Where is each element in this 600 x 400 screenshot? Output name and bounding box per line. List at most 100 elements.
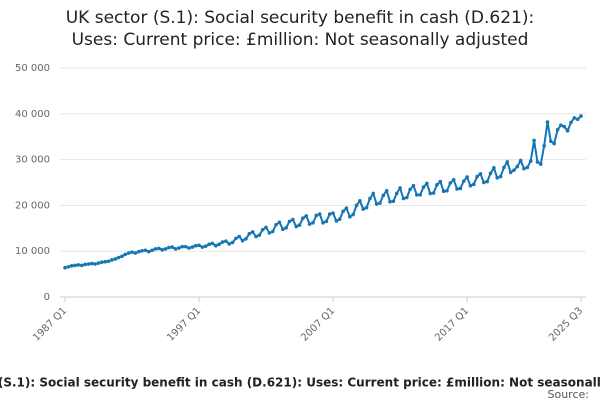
x-tick-label: 2017 Q1	[433, 305, 471, 343]
data-point	[173, 247, 178, 251]
data-point	[167, 245, 171, 250]
data-point	[180, 244, 185, 249]
data-point	[391, 199, 396, 204]
data-point	[411, 183, 416, 188]
data-point	[133, 251, 138, 255]
legend-entry[interactable]: UK sector (S.1): Social security benefit…	[0, 376, 600, 390]
data-point	[502, 165, 506, 170]
data-point	[545, 120, 550, 124]
data-point	[394, 191, 399, 196]
data-point	[66, 264, 71, 269]
data-point	[213, 243, 218, 248]
data-point	[69, 264, 74, 268]
source: Source:	[548, 388, 590, 400]
data-point	[197, 243, 201, 248]
data-point	[381, 193, 386, 198]
data-point	[73, 263, 77, 268]
data-point	[79, 263, 84, 268]
data-point	[404, 195, 409, 200]
data-point	[327, 212, 332, 216]
data-point	[525, 165, 530, 170]
data-point	[431, 191, 436, 195]
data-point	[388, 199, 392, 204]
y-tick-label: 0	[44, 292, 50, 303]
data-point	[103, 259, 108, 264]
data-point	[528, 159, 533, 163]
data-point	[438, 179, 443, 184]
data-point	[378, 201, 382, 205]
data-point	[354, 203, 359, 208]
data-point	[348, 215, 352, 219]
data-point	[93, 262, 97, 266]
chart-title: Uses: Current price: £million: Not seaso…	[72, 30, 529, 50]
data-point	[217, 242, 221, 247]
x-tick-label: 2007 Q1	[299, 305, 337, 343]
data-point	[123, 252, 128, 257]
data-point	[234, 236, 238, 241]
data-point	[478, 171, 483, 176]
data-point	[257, 233, 262, 237]
data-point	[361, 207, 366, 211]
data-point	[535, 160, 540, 164]
data-point	[190, 245, 195, 249]
data-point	[247, 231, 252, 236]
data-point	[351, 212, 355, 217]
data-point	[425, 181, 429, 186]
data-point	[455, 187, 459, 191]
data-point	[76, 263, 81, 267]
data-point	[572, 116, 577, 120]
data-point	[83, 262, 87, 267]
data-point	[294, 224, 298, 229]
data-point	[224, 239, 228, 243]
data-point	[274, 222, 278, 227]
data-point	[126, 251, 131, 255]
data-point	[254, 234, 258, 239]
data-point	[448, 181, 453, 185]
data-point	[203, 244, 208, 248]
data-point	[522, 166, 526, 171]
data-point	[287, 219, 292, 224]
data-point	[538, 162, 543, 166]
data-point	[63, 265, 67, 270]
data-point	[277, 220, 282, 225]
data-point	[311, 221, 315, 225]
data-point	[569, 120, 573, 125]
data-point	[358, 199, 362, 203]
data-point	[260, 227, 265, 232]
data-point	[163, 247, 168, 251]
data-point	[441, 189, 446, 194]
data-point	[307, 222, 312, 226]
data-point	[110, 258, 114, 262]
data-point	[227, 242, 231, 246]
data-point	[515, 164, 520, 169]
data-point	[90, 261, 94, 266]
data-point	[177, 246, 181, 250]
x-tick-label: 1987 Q1	[31, 305, 69, 343]
data-point	[398, 186, 402, 190]
data-point	[237, 234, 242, 239]
data-point	[495, 176, 500, 180]
data-point	[187, 246, 191, 250]
data-point	[384, 188, 389, 193]
data-point	[435, 182, 439, 187]
data-point	[314, 213, 319, 218]
data-point	[461, 179, 466, 183]
data-point	[324, 219, 329, 224]
data-point	[579, 114, 583, 118]
data-point	[485, 179, 489, 184]
data-point	[280, 227, 285, 232]
x-tick-label: 2025 Q3	[547, 305, 585, 343]
data-point	[451, 177, 456, 182]
data-point	[465, 175, 469, 179]
data-point	[106, 259, 111, 264]
data-point	[492, 166, 496, 170]
data-point	[264, 225, 268, 230]
data-point	[210, 241, 215, 246]
data-point	[200, 245, 205, 249]
data-point	[418, 193, 422, 197]
data-point	[518, 158, 523, 163]
data-point	[401, 196, 406, 201]
data-point	[143, 248, 148, 253]
data-point	[555, 128, 560, 132]
